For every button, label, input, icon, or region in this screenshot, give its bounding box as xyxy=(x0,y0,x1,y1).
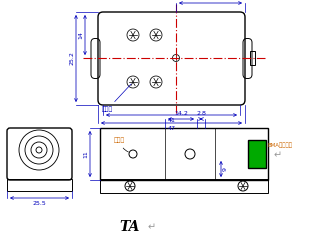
Text: 41: 41 xyxy=(167,118,176,123)
Text: TA: TA xyxy=(120,220,140,234)
Text: 25.2: 25.2 xyxy=(69,51,74,65)
Text: 安装孔: 安装孔 xyxy=(102,84,131,112)
Bar xyxy=(100,179,268,193)
Text: 11: 11 xyxy=(83,150,88,158)
Text: BMA射频接口: BMA射频接口 xyxy=(267,142,292,147)
Text: 47: 47 xyxy=(167,126,176,131)
Text: 2.8: 2.8 xyxy=(196,111,206,116)
Text: 14.2: 14.2 xyxy=(174,111,188,116)
Text: 通光孔: 通光孔 xyxy=(114,137,129,152)
Text: 9: 9 xyxy=(223,167,228,171)
Bar xyxy=(100,128,268,180)
Bar xyxy=(248,140,266,168)
Bar xyxy=(250,51,255,65)
Text: ↵: ↵ xyxy=(148,222,156,232)
Text: 14: 14 xyxy=(78,31,83,39)
Bar xyxy=(7,179,72,191)
Text: 25.5: 25.5 xyxy=(33,201,46,206)
Text: ↵: ↵ xyxy=(274,150,282,160)
